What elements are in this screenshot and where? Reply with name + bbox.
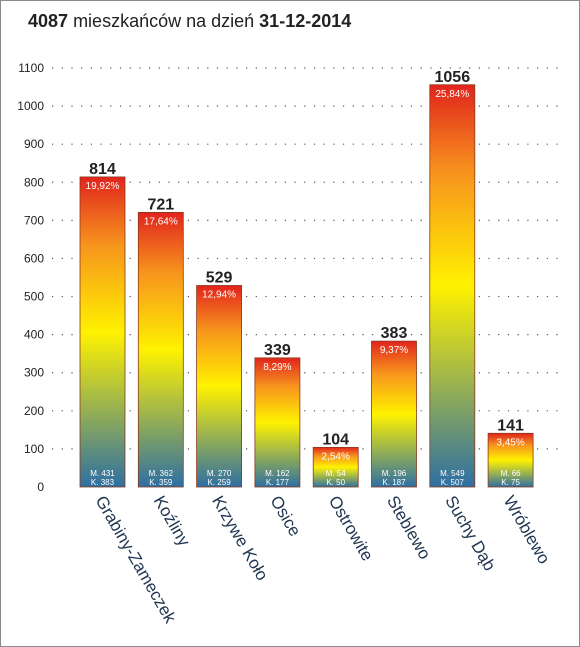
- total-population: 4087: [28, 11, 69, 31]
- bar-male-count: M. 162: [265, 469, 290, 478]
- bar-percent-label: 12,94%: [202, 289, 236, 300]
- y-tick-label: 700: [24, 213, 44, 227]
- bar-male-count: M. 196: [382, 469, 407, 478]
- x-tick-label: Steblewo: [383, 493, 434, 563]
- x-tick-label: Koźliny: [150, 493, 194, 550]
- bar: [487, 432, 534, 488]
- bar-male-count: M. 54: [326, 469, 347, 478]
- y-tick-label: 100: [24, 442, 44, 456]
- y-tick-label: 500: [24, 290, 44, 304]
- bar: [312, 446, 359, 488]
- bar: [429, 84, 476, 488]
- bar-female-count: K. 359: [149, 478, 173, 487]
- bar-value-label: 383: [381, 325, 408, 342]
- y-tick-label: 400: [24, 328, 44, 342]
- bar-female-count: K. 383: [91, 478, 115, 487]
- y-tick-label: 300: [24, 366, 44, 380]
- y-tick-label: 1100: [18, 61, 44, 75]
- bar-percent-label: 8,29%: [263, 362, 291, 373]
- bar-female-count: K. 507: [441, 478, 465, 487]
- title-date: 31-12-2014: [259, 11, 352, 31]
- bar-male-count: M. 549: [440, 469, 465, 478]
- chart-title: 4087 mieszkańców na dzień 31-12-2014: [28, 11, 351, 32]
- bar: [254, 357, 301, 488]
- bar-percent-label: 9,37%: [380, 345, 408, 356]
- bar-female-count: K. 50: [326, 478, 345, 487]
- bar-percent-label: 17,64%: [144, 216, 178, 227]
- bar-value-label: 1056: [435, 69, 471, 86]
- bars: [79, 84, 534, 488]
- bar-value-label: 339: [264, 342, 291, 359]
- bar-male-count: M. 66: [501, 469, 522, 478]
- bar: [79, 176, 126, 488]
- y-tick-label: 600: [24, 251, 44, 265]
- bar-percent-label: 2,54%: [322, 451, 350, 462]
- x-tick-label: Suchy Dąb: [441, 493, 499, 575]
- y-tick-label: 800: [24, 175, 44, 189]
- bar-female-count: K. 187: [382, 478, 406, 487]
- bar-percent-label: 3,45%: [496, 437, 524, 448]
- y-tick-label: 0: [37, 480, 44, 494]
- bar-female-count: K. 75: [501, 478, 520, 487]
- x-tick-label: Wróblewo: [500, 493, 554, 568]
- x-tick-label: Osice: [266, 493, 304, 540]
- y-tick-label: 900: [24, 137, 44, 151]
- bar: [196, 285, 243, 488]
- y-tick-label: 200: [24, 404, 44, 418]
- title-text: mieszkańców na dzień: [73, 11, 255, 31]
- y-tick-label: 1000: [17, 99, 44, 113]
- bar-male-count: M. 431: [90, 469, 115, 478]
- bar: [137, 211, 184, 488]
- bar-value-label: 721: [147, 196, 174, 213]
- bar-value-label: 529: [206, 269, 233, 286]
- y-axis: 0 100 200 300 400 500 600 700 800 900 1000 1100: [17, 61, 44, 494]
- grid-lines: [52, 67, 566, 450]
- bar-value-label: 814: [89, 161, 116, 178]
- bar-value-label: 104: [322, 431, 349, 448]
- x-tick-label: Ostrowite: [325, 493, 377, 565]
- bar-male-count: M. 362: [149, 469, 174, 478]
- bar-female-count: K. 259: [208, 478, 232, 487]
- bar-percent-label: 19,92%: [86, 181, 120, 192]
- x-tick-label: Krzywe Koło: [208, 493, 272, 584]
- bar-male-count: M. 270: [207, 469, 232, 478]
- bar-female-count: K. 177: [266, 478, 290, 487]
- bar-percent-label: 25,84%: [435, 89, 469, 100]
- bar: [371, 340, 417, 488]
- bar-value-label: 141: [497, 417, 524, 434]
